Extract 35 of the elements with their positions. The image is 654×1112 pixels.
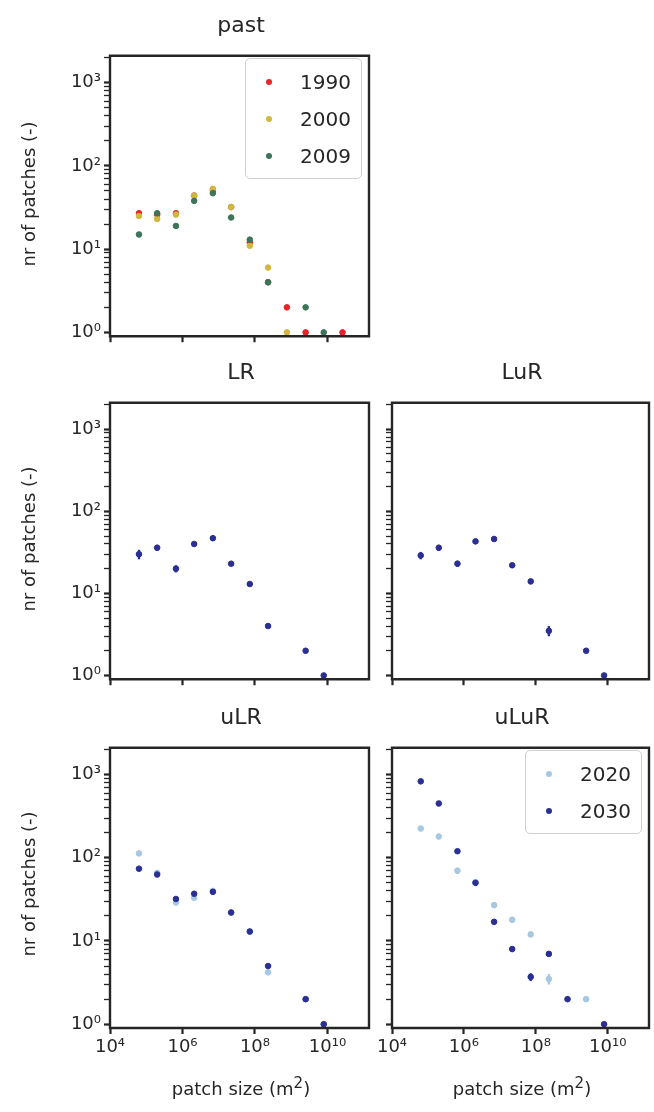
chart-title: uLuR	[494, 704, 550, 729]
y-tick-label: 10⁰	[70, 1011, 101, 1033]
legend-label: 2000	[300, 106, 351, 131]
x-tick-label: 10⁴	[94, 1035, 126, 1057]
x-tick-label: 10¹⁰	[589, 1035, 627, 1057]
y-tick-label: 10³	[70, 416, 101, 438]
x-tick-label: 10¹⁰	[308, 1035, 347, 1057]
y-tick-label: 10⁰	[70, 663, 101, 685]
y-tick-label: 10³	[70, 70, 101, 92]
y-tick-label: 10¹	[70, 928, 101, 950]
x-tick-label: 10⁶	[448, 1035, 479, 1057]
legend-label: 2030	[580, 798, 631, 823]
y-tick-label: 10³	[70, 762, 101, 784]
chart-title: uLR	[220, 704, 262, 729]
y-axis-title: nr of patches (-)	[17, 811, 39, 957]
x-tick-label: 10⁶	[167, 1035, 198, 1057]
y-tick-label: 10²	[70, 153, 101, 175]
chart-title: LR	[227, 359, 255, 384]
x-tick-label: 10⁸	[239, 1035, 271, 1057]
y-tick-label: 10¹	[70, 581, 101, 603]
legend-label: 2009	[300, 143, 351, 168]
x-tick-label: 10⁴	[376, 1035, 408, 1057]
legend-label: 2020	[580, 761, 631, 786]
x-tick-label: 10⁸	[520, 1035, 551, 1057]
y-tick-label: 10²	[70, 498, 101, 520]
y-tick-label: 10¹	[70, 236, 101, 258]
chart-title: past	[217, 12, 265, 37]
legend-label: 1990	[300, 69, 351, 94]
x-axis-title: patch size (m$^{2}$)	[452, 1074, 592, 1099]
y-tick-label: 10²	[70, 845, 101, 867]
y-axis-title: nr of patches (-)	[17, 121, 39, 267]
y-axis-title: nr of patches (-)	[17, 466, 39, 612]
chart-title: LuR	[501, 359, 543, 384]
x-axis-title: patch size (m$^{2}$)	[171, 1074, 311, 1099]
y-tick-label: 10⁰	[70, 320, 101, 342]
